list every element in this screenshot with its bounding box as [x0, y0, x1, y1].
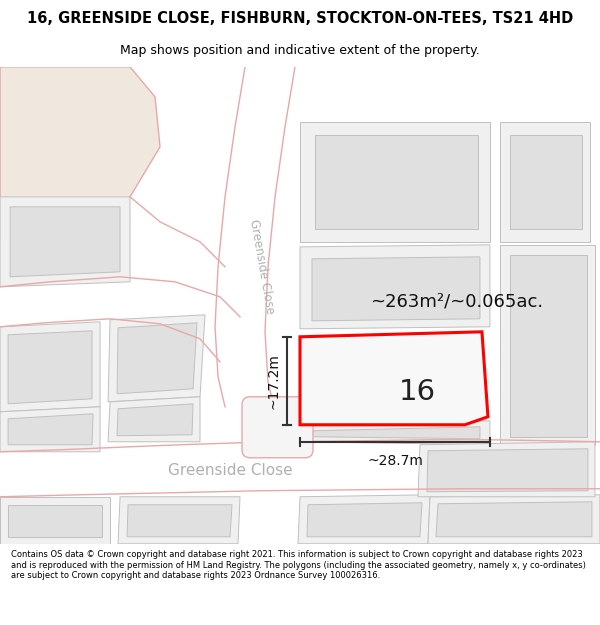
Polygon shape — [300, 421, 490, 445]
Polygon shape — [312, 257, 480, 321]
Polygon shape — [127, 505, 232, 537]
Polygon shape — [0, 497, 110, 544]
Polygon shape — [300, 332, 488, 425]
Text: ~17.2m: ~17.2m — [266, 353, 280, 409]
Polygon shape — [312, 427, 480, 439]
Polygon shape — [500, 245, 595, 445]
Polygon shape — [10, 207, 120, 277]
Polygon shape — [300, 245, 490, 329]
Text: Contains OS data © Crown copyright and database right 2021. This information is : Contains OS data © Crown copyright and d… — [11, 550, 586, 580]
Polygon shape — [117, 404, 193, 436]
Polygon shape — [510, 135, 582, 229]
Polygon shape — [117, 322, 197, 394]
Polygon shape — [108, 397, 200, 442]
FancyBboxPatch shape — [242, 397, 313, 458]
Polygon shape — [500, 122, 590, 242]
Polygon shape — [428, 495, 600, 544]
Polygon shape — [8, 505, 102, 537]
Text: Greenside Close: Greenside Close — [247, 218, 277, 315]
Polygon shape — [108, 315, 205, 402]
Polygon shape — [298, 495, 430, 544]
Text: Greenside Close: Greenside Close — [168, 463, 292, 478]
Polygon shape — [427, 449, 588, 492]
Polygon shape — [0, 67, 160, 242]
Polygon shape — [118, 497, 240, 544]
Polygon shape — [436, 502, 592, 537]
Polygon shape — [0, 322, 100, 412]
Polygon shape — [0, 407, 100, 452]
Text: 16, GREENSIDE CLOSE, FISHBURN, STOCKTON-ON-TEES, TS21 4HD: 16, GREENSIDE CLOSE, FISHBURN, STOCKTON-… — [27, 11, 573, 26]
Polygon shape — [8, 331, 92, 404]
Polygon shape — [510, 255, 587, 437]
Text: Map shows position and indicative extent of the property.: Map shows position and indicative extent… — [120, 44, 480, 57]
Text: 16: 16 — [398, 378, 436, 406]
Polygon shape — [315, 135, 478, 229]
Polygon shape — [0, 197, 130, 287]
Polygon shape — [418, 442, 595, 497]
Polygon shape — [300, 122, 490, 242]
Polygon shape — [8, 414, 93, 445]
Text: ~263m²/~0.065ac.: ~263m²/~0.065ac. — [370, 293, 543, 311]
Polygon shape — [307, 503, 422, 537]
Text: ~28.7m: ~28.7m — [367, 454, 423, 468]
